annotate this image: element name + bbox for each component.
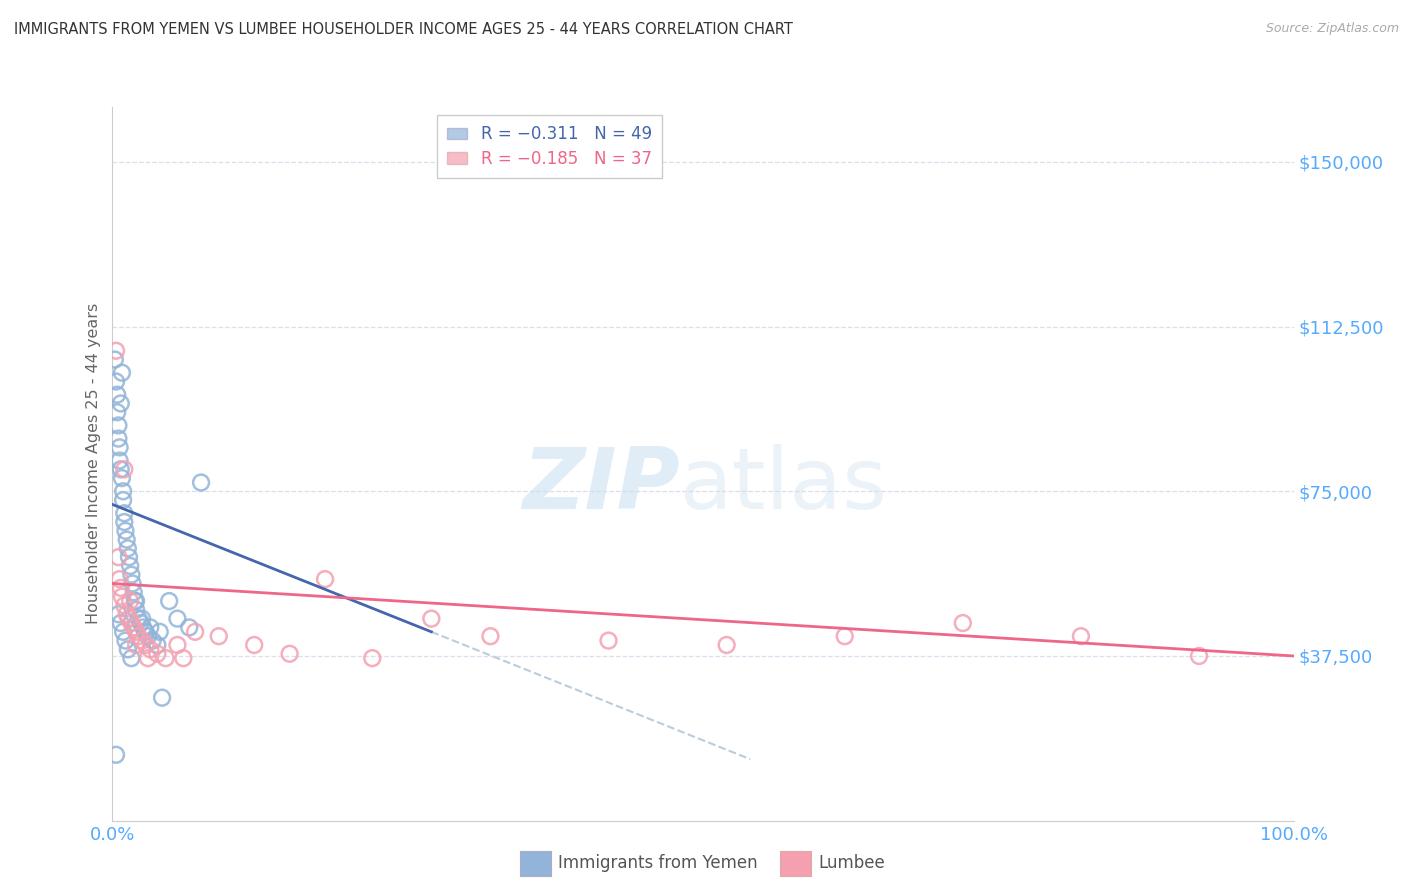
- Point: [139, 620, 162, 634]
- Point: [166, 612, 188, 626]
- Point: [104, 352, 127, 367]
- Point: [952, 615, 974, 630]
- Point: [110, 615, 132, 630]
- Point: [122, 620, 145, 634]
- Text: Lumbee: Lumbee: [818, 855, 884, 872]
- Point: [132, 620, 155, 634]
- Point: [146, 638, 169, 652]
- Text: atlas: atlas: [679, 443, 887, 527]
- Point: [121, 576, 143, 591]
- Point: [314, 572, 336, 586]
- Point: [166, 638, 188, 652]
- Text: ZIP: ZIP: [522, 443, 679, 527]
- Point: [112, 506, 135, 520]
- Point: [172, 651, 194, 665]
- Point: [125, 638, 148, 652]
- Point: [155, 651, 177, 665]
- Point: [108, 441, 131, 455]
- Point: [179, 620, 201, 634]
- Point: [125, 603, 148, 617]
- Point: [479, 629, 502, 643]
- Point: [111, 366, 134, 380]
- Point: [157, 594, 180, 608]
- Point: [122, 585, 145, 599]
- Point: [136, 629, 159, 643]
- Point: [420, 612, 443, 626]
- Text: Immigrants from Yemen: Immigrants from Yemen: [558, 855, 758, 872]
- Point: [184, 624, 207, 639]
- Point: [120, 567, 142, 582]
- Point: [114, 524, 136, 538]
- Point: [131, 612, 153, 626]
- Point: [127, 612, 149, 626]
- Point: [125, 594, 148, 608]
- Point: [131, 633, 153, 648]
- Point: [243, 638, 266, 652]
- Point: [135, 624, 157, 639]
- Point: [110, 396, 132, 410]
- Point: [135, 638, 157, 652]
- Point: [114, 633, 136, 648]
- Point: [105, 405, 128, 419]
- Point: [115, 607, 138, 622]
- Point: [117, 541, 139, 556]
- Point: [716, 638, 738, 652]
- Point: [117, 642, 139, 657]
- Point: [107, 607, 129, 622]
- Point: [1070, 629, 1092, 643]
- Point: [120, 594, 142, 608]
- Point: [139, 642, 162, 657]
- Point: [120, 651, 142, 665]
- Point: [118, 612, 141, 626]
- Point: [150, 690, 173, 705]
- Text: Source: ZipAtlas.com: Source: ZipAtlas.com: [1265, 22, 1399, 36]
- Point: [105, 387, 128, 401]
- Point: [110, 462, 132, 476]
- Point: [120, 615, 142, 630]
- Point: [118, 550, 141, 565]
- Point: [834, 629, 856, 643]
- Point: [129, 615, 152, 630]
- Point: [112, 493, 135, 508]
- Point: [361, 651, 384, 665]
- Point: [112, 599, 135, 613]
- Point: [112, 462, 135, 476]
- Point: [149, 624, 172, 639]
- Point: [1188, 648, 1211, 663]
- Point: [111, 471, 134, 485]
- Point: [108, 572, 131, 586]
- Point: [127, 629, 149, 643]
- Point: [107, 418, 129, 433]
- Point: [115, 533, 138, 547]
- Point: [208, 629, 231, 643]
- Point: [107, 432, 129, 446]
- Point: [190, 475, 212, 490]
- Point: [105, 343, 128, 358]
- Point: [278, 647, 301, 661]
- Point: [125, 624, 148, 639]
- Point: [107, 550, 129, 565]
- Point: [124, 594, 146, 608]
- Point: [146, 647, 169, 661]
- Legend: R = −0.311   N = 49, R = −0.185   N = 37: R = −0.311 N = 49, R = −0.185 N = 37: [437, 115, 662, 178]
- Point: [112, 515, 135, 529]
- Point: [111, 590, 134, 604]
- Point: [105, 375, 128, 389]
- Text: IMMIGRANTS FROM YEMEN VS LUMBEE HOUSEHOLDER INCOME AGES 25 - 44 YEARS CORRELATIO: IMMIGRANTS FROM YEMEN VS LUMBEE HOUSEHOL…: [14, 22, 793, 37]
- Point: [598, 633, 620, 648]
- Y-axis label: Householder Income Ages 25 - 44 years: Householder Income Ages 25 - 44 years: [86, 303, 101, 624]
- Point: [105, 747, 128, 762]
- Point: [112, 624, 135, 639]
- Point: [110, 581, 132, 595]
- Point: [120, 558, 142, 573]
- Point: [136, 651, 159, 665]
- Point: [142, 633, 165, 648]
- Point: [112, 484, 135, 499]
- Point: [108, 453, 131, 467]
